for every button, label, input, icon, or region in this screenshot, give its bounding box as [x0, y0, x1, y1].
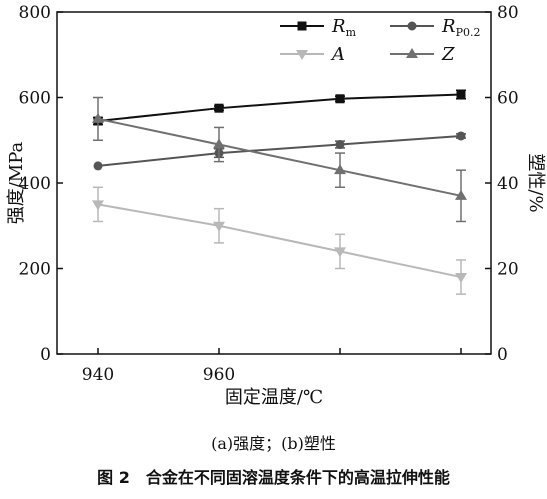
y-right-tick-label: 40 — [497, 174, 519, 194]
legend-marker — [296, 50, 308, 60]
y-right-tick-label: 80 — [497, 3, 519, 23]
data-point — [334, 164, 346, 175]
data-point — [92, 112, 104, 123]
subcaption: (a)强度；(b)塑性 — [211, 434, 336, 453]
series-line-2 — [97, 203, 462, 279]
x-tick-label: 940 — [82, 365, 114, 385]
y-left-tick-label: 600 — [19, 89, 51, 109]
legend-label: RP0.2 — [441, 16, 480, 39]
data-point — [214, 103, 224, 113]
y-left-tick-label: 0 — [40, 345, 51, 365]
data-point — [455, 273, 467, 284]
y-right-axis-label: 塑性/% — [525, 153, 546, 212]
legend-label: A — [330, 44, 345, 65]
y-left-tick-label: 800 — [19, 3, 51, 23]
data-point — [93, 161, 103, 171]
legend-marker — [297, 21, 307, 31]
data-point — [456, 131, 466, 141]
y-right-tick-label: 60 — [497, 89, 519, 109]
plot-frame — [56, 11, 492, 355]
series-line-1 — [97, 134, 462, 167]
legend-label: Rm — [331, 16, 357, 39]
data-point — [335, 140, 345, 150]
data-point — [334, 247, 346, 258]
y-left-tick-label: 200 — [19, 260, 51, 280]
legend-marker — [407, 21, 417, 31]
series-line-3 — [97, 117, 462, 197]
y-left-tick-label: 400 — [19, 174, 51, 194]
data-point — [213, 138, 225, 149]
data-point — [335, 94, 345, 104]
legend-label: Z — [441, 44, 455, 65]
x-tick-label: 960 — [203, 365, 235, 385]
figure-caption: 图 2 合金在不同固溶温度条件下的高温拉伸性能 — [97, 468, 450, 487]
data-point — [456, 90, 466, 100]
legend-marker — [406, 48, 418, 58]
data-point — [92, 200, 104, 211]
data-point — [213, 221, 225, 232]
legend: Rm RP0.2 A Z — [280, 16, 480, 65]
y-left-axis-label: 强度/MPa — [6, 141, 27, 224]
data-point — [455, 189, 467, 200]
chart-marks — [92, 89, 467, 295]
y-right-tick-label: 20 — [497, 260, 519, 280]
x-axis-label: 固定温度/℃ — [225, 387, 323, 408]
y-right-tick-label: 0 — [497, 345, 508, 365]
series-line-0 — [97, 93, 462, 123]
